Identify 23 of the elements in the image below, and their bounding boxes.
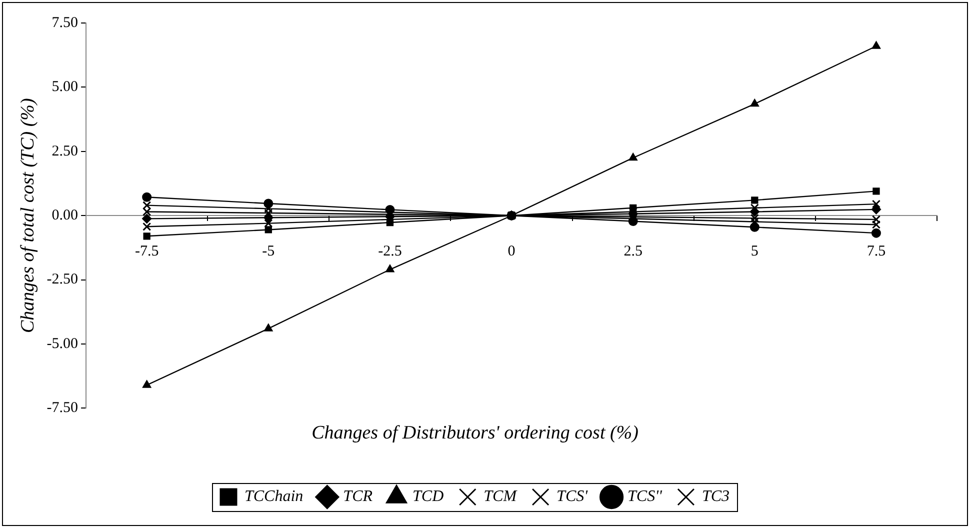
x-tick-label: 5 <box>750 244 758 260</box>
x-axis-title: Changes of Distributors' ordering cost (%) <box>312 422 638 444</box>
x-tick-label: -2.5 <box>378 244 402 260</box>
x-tick-label: 7.5 <box>866 244 886 260</box>
y-tick-label: 2.50 <box>52 143 78 160</box>
y-tick-label: -2.50 <box>46 272 78 288</box>
y-tick-label: -5.00 <box>46 336 78 352</box>
y-tick-label: 7.50 <box>52 14 78 31</box>
y-tick-label: 0.00 <box>52 208 78 224</box>
x-tick-label: -5 <box>262 244 275 260</box>
legend-label: TCChain <box>244 488 304 506</box>
legend-label: TC3 <box>702 488 730 506</box>
legend-label: TCM <box>484 488 518 506</box>
legend-label: TCS' <box>556 488 588 506</box>
y-tick-label: -7.50 <box>46 400 78 416</box>
legend-label: TCD <box>412 488 444 506</box>
x-tick-label: -7.5 <box>134 244 159 260</box>
legend-label: TCS'' <box>628 488 663 506</box>
x-tick-label: 0 <box>508 244 516 260</box>
y-tick-label: 5.00 <box>52 79 78 96</box>
y-axis-title: Changes of total cost (TC) (%) <box>17 98 38 334</box>
legend-label: TCR <box>343 488 373 506</box>
x-tick-label: 2.5 <box>624 244 642 260</box>
